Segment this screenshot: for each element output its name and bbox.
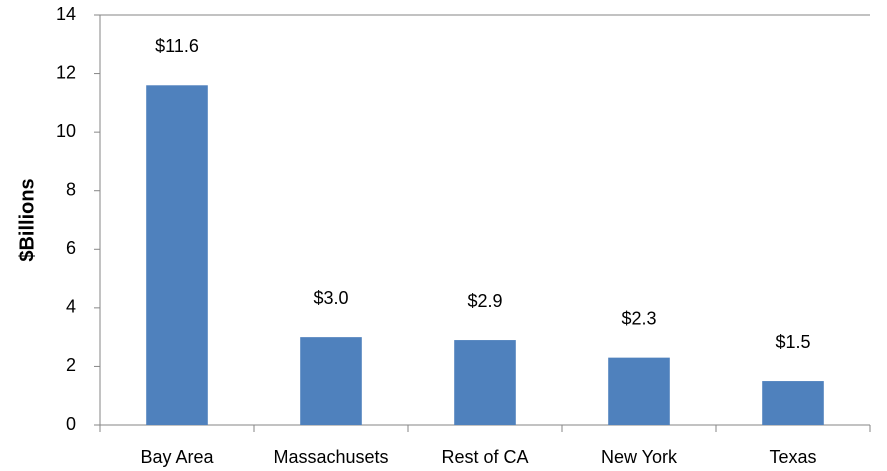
bar xyxy=(146,85,208,426)
x-tick-label: Texas xyxy=(769,447,816,467)
y-tick-label: 4 xyxy=(66,297,76,317)
x-tick-label: New York xyxy=(601,447,678,467)
y-tick-label: 12 xyxy=(56,62,76,82)
value-label: $2.3 xyxy=(621,308,656,328)
y-tick-label: 0 xyxy=(66,414,76,434)
y-tick-label: 2 xyxy=(66,355,76,375)
y-tick-label: 14 xyxy=(56,4,76,24)
x-tick-label: Bay Area xyxy=(140,447,214,467)
y-tick-label: 6 xyxy=(66,238,76,258)
value-label: $3.0 xyxy=(313,288,348,308)
x-tick-label: Massachusets xyxy=(273,447,388,467)
value-label: $2.9 xyxy=(467,291,502,311)
x-tick-label: Rest of CA xyxy=(441,447,528,467)
bar xyxy=(762,381,824,425)
bar xyxy=(300,337,362,425)
bar xyxy=(608,357,670,425)
y-axis-label: $Billions xyxy=(16,178,38,261)
y-tick-label: 10 xyxy=(56,121,76,141)
value-label: $11.6 xyxy=(155,36,199,56)
bar xyxy=(454,340,516,425)
y-tick-label: 8 xyxy=(66,179,76,199)
value-label: $1.5 xyxy=(775,332,810,352)
